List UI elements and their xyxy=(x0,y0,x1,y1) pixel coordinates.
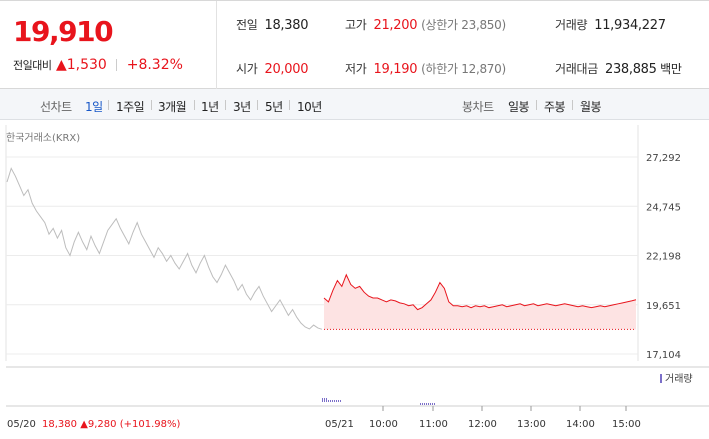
divider xyxy=(536,100,537,110)
today-series xyxy=(323,273,637,330)
x-tick-label: 15:00 xyxy=(612,419,641,430)
tab-daily-candle[interactable]: 일봉 xyxy=(508,100,530,114)
y-tick-label: 24,745 xyxy=(646,202,681,213)
up-arrow-icon: ▲ xyxy=(55,57,67,73)
prev-close-label: 18,380 ▲9,280 (+101.98%) xyxy=(42,419,180,430)
grid-lines xyxy=(5,125,709,407)
open-value: 20,000 xyxy=(264,62,309,77)
current-price: 19,910 xyxy=(13,15,114,48)
tab-3-years[interactable]: 3년 xyxy=(233,100,251,114)
volume-bar xyxy=(326,398,327,402)
low-cell: 저가 19,190 (하한가 12,870) xyxy=(345,60,506,77)
divider xyxy=(151,100,152,110)
x-tick-label: 13:00 xyxy=(517,419,546,430)
volume-bar xyxy=(428,403,429,405)
prev-day-series xyxy=(6,167,323,330)
tab-5-years[interactable]: 5년 xyxy=(265,100,283,114)
volume-bar xyxy=(430,403,431,405)
change-label: 전일대비 xyxy=(13,59,52,72)
amount-cell: 거래대금 238,885 백만 xyxy=(555,60,682,77)
change-amount: 1,530 xyxy=(66,57,107,73)
tab-1-year[interactable]: 1년 xyxy=(201,100,219,114)
prev-date-label: 05/20 xyxy=(7,419,36,430)
divider xyxy=(289,100,290,110)
x-tick-label: 10:00 xyxy=(369,419,398,430)
volume-label: 거래량 xyxy=(555,18,588,32)
volume-bar xyxy=(426,403,427,405)
today-line xyxy=(323,273,637,311)
tab-3-months[interactable]: 3개월 xyxy=(158,100,187,114)
change-percent: +8.32% xyxy=(126,57,183,73)
high-cell: 고가 21,200 (상한가 23,850) xyxy=(345,16,506,33)
y-tick-label: 22,198 xyxy=(646,252,681,263)
y-tick-label: 19,651 xyxy=(646,301,681,312)
tab-1-day[interactable]: 1일 xyxy=(85,100,103,114)
divider xyxy=(194,100,195,110)
low-value: 19,190 xyxy=(373,62,418,77)
x-tick-label: 12:00 xyxy=(468,419,497,430)
high-value: 21,200 xyxy=(373,18,418,33)
y-tick-label: 27,292 xyxy=(646,153,681,164)
x-tick-label: 14:00 xyxy=(566,419,595,430)
volume-bar xyxy=(332,400,333,402)
high-label: 고가 xyxy=(345,18,367,32)
y-axis: 27,292 24,745 22,198 19,651 17,104 xyxy=(6,153,681,361)
tab-weekly-candle[interactable]: 주봉 xyxy=(544,100,566,114)
volume-bar xyxy=(324,398,325,402)
divider xyxy=(108,100,109,110)
tab-10-years[interactable]: 10년 xyxy=(297,100,322,114)
volume-bar xyxy=(422,403,423,405)
volume-bar xyxy=(424,403,425,405)
y-tick-label: 17,104 xyxy=(646,350,681,361)
volume-bar xyxy=(340,400,341,402)
line-chart-label: 선차트 xyxy=(40,100,72,114)
open-label: 시가 xyxy=(236,62,258,76)
chart-period-tabs: 선차트 1일 1주일 3개월 1년 3년 5년 10년 봉차트 일봉 주봉 월봉 xyxy=(0,89,709,120)
today-date-label: 05/21 xyxy=(325,419,354,430)
lower-limit: (하한가 12,870) xyxy=(421,62,506,76)
upper-limit: (상한가 23,850) xyxy=(421,18,506,32)
divider xyxy=(225,100,226,110)
volume-value: 11,934,227 xyxy=(594,18,666,33)
prev-close-value: 18,380 xyxy=(264,18,309,33)
divider xyxy=(257,100,258,110)
prev-close-cell: 전일 18,380 xyxy=(236,16,308,33)
prev-close-label: 전일 xyxy=(236,18,258,32)
today-area xyxy=(324,274,636,330)
amount-value: 238,885 xyxy=(604,62,657,77)
volume-bar xyxy=(328,400,329,402)
volume-bar xyxy=(334,400,335,402)
divider xyxy=(116,59,118,71)
source-label: 한국거래소(KRX) xyxy=(6,132,80,144)
prev-day-line xyxy=(6,167,323,330)
candle-chart-label: 봉차트 xyxy=(462,100,494,114)
x-tick-label: 11:00 xyxy=(419,419,448,430)
volume-bar xyxy=(338,400,339,402)
volume-panel: 거래량 xyxy=(322,373,693,405)
divider xyxy=(572,100,573,110)
current-price-box: 19,910 전일대비 ▲1,530 +8.32% xyxy=(0,1,217,89)
volume-bar xyxy=(432,403,433,405)
tab-1-week[interactable]: 1주일 xyxy=(116,100,145,114)
volume-bar xyxy=(420,403,421,405)
volume-bar xyxy=(434,403,435,405)
volume-cell: 거래량 11,934,227 xyxy=(555,16,666,33)
change-row: 전일대비 ▲1,530 +8.32% xyxy=(13,57,183,73)
volume-legend-swatch xyxy=(660,374,662,383)
low-label: 저가 xyxy=(345,62,367,76)
amount-label: 거래대금 xyxy=(555,62,598,76)
tab-monthly-candle[interactable]: 월봉 xyxy=(580,100,602,114)
price-summary-panel: 19,910 전일대비 ▲1,530 +8.32% 전일 18,380 시가 20,… xyxy=(0,0,709,89)
open-cell: 시가 20,000 xyxy=(236,60,308,77)
x-axis: 05/20 18,380 ▲9,280 (+101.98%) 05/21 10:… xyxy=(7,406,641,430)
volume-legend: 거래량 xyxy=(665,373,693,385)
intraday-price-chart: 한국거래소(KRX) 27,292 24,745 22,198 19,651 17,10… xyxy=(5,125,709,430)
volume-bar xyxy=(322,398,323,402)
amount-unit: 백만 xyxy=(660,62,682,76)
volume-bar xyxy=(330,400,331,402)
volume-bar xyxy=(336,400,337,402)
